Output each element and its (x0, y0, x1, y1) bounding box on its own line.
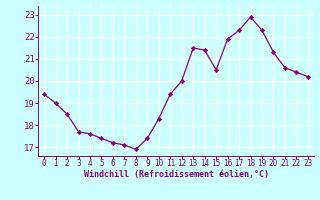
X-axis label: Windchill (Refroidissement éolien,°C): Windchill (Refroidissement éolien,°C) (84, 170, 268, 179)
